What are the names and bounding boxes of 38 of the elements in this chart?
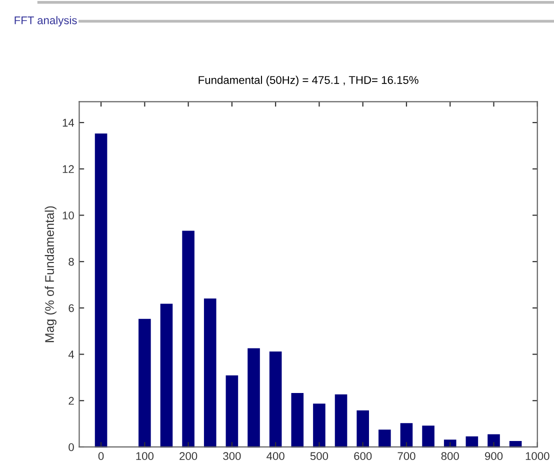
x-tick-label: 900 bbox=[485, 452, 503, 460]
bar bbox=[94, 133, 108, 448]
y-tick-label: 0 bbox=[68, 443, 74, 452]
x-tick-label: 100 bbox=[136, 452, 154, 460]
bar bbox=[182, 230, 194, 448]
bar bbox=[488, 434, 500, 448]
y-tick-label: 6 bbox=[68, 304, 74, 312]
chart-title: FFT analysis bbox=[14, 16, 77, 26]
y-tick-label: 12 bbox=[62, 165, 74, 173]
x-tick-label: 500 bbox=[310, 452, 328, 460]
x-tick-label: 1000 bbox=[526, 452, 550, 460]
bar bbox=[313, 404, 326, 448]
bar bbox=[160, 304, 173, 448]
x-tick-label: 800 bbox=[441, 452, 459, 460]
y-tick-label: 14 bbox=[62, 118, 74, 127]
y-tick-label: 10 bbox=[62, 212, 74, 220]
bar bbox=[138, 318, 151, 448]
bar bbox=[291, 392, 304, 448]
bar bbox=[248, 348, 260, 448]
bar bbox=[334, 394, 348, 448]
bar bbox=[356, 410, 369, 448]
bar bbox=[226, 375, 238, 448]
x-tick-label: 400 bbox=[266, 452, 284, 460]
x-tick-label: 600 bbox=[354, 452, 372, 460]
bar bbox=[400, 423, 413, 448]
x-tick-label: 700 bbox=[398, 452, 416, 460]
chart-subtitle: Fundamental (50Hz) = 475.1 , THD= 16.15% bbox=[198, 76, 418, 86]
x-tick-label: 200 bbox=[180, 452, 198, 460]
y-axis-title: Mag (% of Fundamental) bbox=[44, 206, 56, 342]
y-tick-label: 4 bbox=[68, 350, 74, 358]
x-tick-label: 0 bbox=[98, 452, 104, 460]
bar bbox=[269, 352, 282, 448]
bar bbox=[422, 426, 434, 448]
y-tick-label: 8 bbox=[68, 258, 74, 266]
y-tick-label: 2 bbox=[68, 396, 74, 405]
bar bbox=[204, 298, 216, 448]
x-tick-label: 300 bbox=[223, 452, 241, 460]
bar bbox=[378, 430, 391, 448]
